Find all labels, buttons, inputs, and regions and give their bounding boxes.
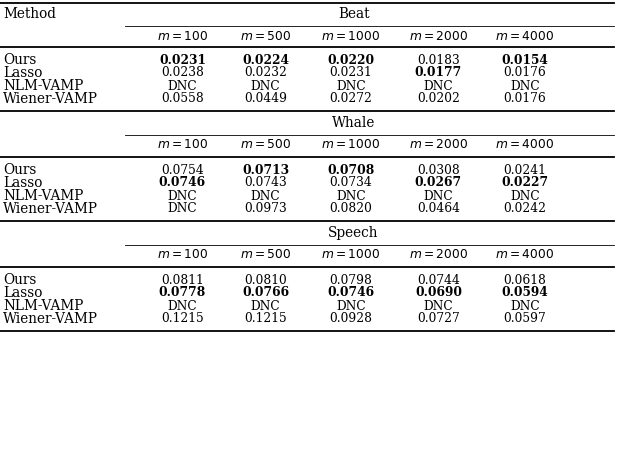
Text: 0.0928: 0.0928 xyxy=(329,313,372,325)
Text: DNC: DNC xyxy=(168,300,197,313)
Text: 0.0766: 0.0766 xyxy=(242,286,289,300)
Text: Wiener-VAMP: Wiener-VAMP xyxy=(3,202,98,216)
Text: 0.1215: 0.1215 xyxy=(244,313,287,325)
Text: 0.0597: 0.0597 xyxy=(504,313,546,325)
Text: 0.0241: 0.0241 xyxy=(504,163,546,177)
Text: 0.0798: 0.0798 xyxy=(330,274,372,286)
Text: 0.0176: 0.0176 xyxy=(504,93,546,106)
Text: 0.0238: 0.0238 xyxy=(161,67,204,79)
Text: 0.0177: 0.0177 xyxy=(415,67,462,79)
Text: DNC: DNC xyxy=(336,79,365,93)
Text: 0.0231: 0.0231 xyxy=(159,54,206,67)
Text: 0.0464: 0.0464 xyxy=(417,202,460,215)
Text: Ours: Ours xyxy=(3,163,36,177)
Text: 0.0810: 0.0810 xyxy=(244,274,287,286)
Text: DNC: DNC xyxy=(168,202,197,215)
Text: Wiener-VAMP: Wiener-VAMP xyxy=(3,92,98,106)
Text: 0.0176: 0.0176 xyxy=(504,67,546,79)
Text: NLM-VAMP: NLM-VAMP xyxy=(3,299,84,313)
Text: DNC: DNC xyxy=(251,79,280,93)
Text: $m = 2000$: $m = 2000$ xyxy=(409,139,468,151)
Text: 0.0272: 0.0272 xyxy=(330,93,372,106)
Text: DNC: DNC xyxy=(424,300,453,313)
Text: Method: Method xyxy=(3,7,56,21)
Text: $m = 100$: $m = 100$ xyxy=(157,248,208,262)
Text: 0.0727: 0.0727 xyxy=(417,313,460,325)
Text: 0.0746: 0.0746 xyxy=(327,286,374,300)
Text: 0.0713: 0.0713 xyxy=(242,163,289,177)
Text: 0.0744: 0.0744 xyxy=(417,274,460,286)
Text: 0.1215: 0.1215 xyxy=(161,313,204,325)
Text: 0.0618: 0.0618 xyxy=(504,274,546,286)
Text: 0.0690: 0.0690 xyxy=(415,286,462,300)
Text: $m = 500$: $m = 500$ xyxy=(240,139,291,151)
Text: DNC: DNC xyxy=(510,79,540,93)
Text: DNC: DNC xyxy=(424,190,453,202)
Text: 0.0267: 0.0267 xyxy=(415,177,462,190)
Text: DNC: DNC xyxy=(251,300,280,313)
Text: Beat: Beat xyxy=(338,7,369,21)
Text: 0.0232: 0.0232 xyxy=(244,67,287,79)
Text: Whale: Whale xyxy=(332,116,375,130)
Text: DNC: DNC xyxy=(424,79,453,93)
Text: $m = 4000$: $m = 4000$ xyxy=(495,29,554,43)
Text: $m = 1000$: $m = 1000$ xyxy=(321,29,380,43)
Text: $m = 1000$: $m = 1000$ xyxy=(321,139,380,151)
Text: Lasso: Lasso xyxy=(3,176,43,190)
Text: 0.0746: 0.0746 xyxy=(159,177,206,190)
Text: $m = 100$: $m = 100$ xyxy=(157,29,208,43)
Text: DNC: DNC xyxy=(510,190,540,202)
Text: Speech: Speech xyxy=(328,226,379,240)
Text: $m = 2000$: $m = 2000$ xyxy=(409,248,468,262)
Text: $m = 500$: $m = 500$ xyxy=(240,248,291,262)
Text: DNC: DNC xyxy=(168,190,197,202)
Text: 0.0227: 0.0227 xyxy=(501,177,548,190)
Text: DNC: DNC xyxy=(336,190,365,202)
Text: $m = 500$: $m = 500$ xyxy=(240,29,291,43)
Text: 0.0231: 0.0231 xyxy=(330,67,372,79)
Text: 0.0743: 0.0743 xyxy=(244,177,287,190)
Text: $m = 2000$: $m = 2000$ xyxy=(409,29,468,43)
Text: Ours: Ours xyxy=(3,273,36,287)
Text: DNC: DNC xyxy=(510,300,540,313)
Text: 0.0708: 0.0708 xyxy=(327,163,374,177)
Text: $m = 1000$: $m = 1000$ xyxy=(321,248,380,262)
Text: 0.0973: 0.0973 xyxy=(244,202,287,215)
Text: Ours: Ours xyxy=(3,53,36,67)
Text: $m = 4000$: $m = 4000$ xyxy=(495,139,554,151)
Text: DNC: DNC xyxy=(168,79,197,93)
Text: 0.0308: 0.0308 xyxy=(417,163,460,177)
Text: 0.0154: 0.0154 xyxy=(501,54,548,67)
Text: 0.0242: 0.0242 xyxy=(503,202,547,215)
Text: NLM-VAMP: NLM-VAMP xyxy=(3,79,84,93)
Text: NLM-VAMP: NLM-VAMP xyxy=(3,189,84,203)
Text: $m = 100$: $m = 100$ xyxy=(157,139,208,151)
Text: Lasso: Lasso xyxy=(3,286,43,300)
Text: 0.0754: 0.0754 xyxy=(161,163,204,177)
Text: Wiener-VAMP: Wiener-VAMP xyxy=(3,312,98,326)
Text: 0.0202: 0.0202 xyxy=(417,93,460,106)
Text: 0.0811: 0.0811 xyxy=(161,274,204,286)
Text: DNC: DNC xyxy=(336,300,365,313)
Text: 0.0220: 0.0220 xyxy=(327,54,374,67)
Text: 0.0734: 0.0734 xyxy=(330,177,372,190)
Text: 0.0820: 0.0820 xyxy=(330,202,372,215)
Text: Lasso: Lasso xyxy=(3,66,43,80)
Text: $m = 4000$: $m = 4000$ xyxy=(495,248,554,262)
Text: 0.0558: 0.0558 xyxy=(161,93,204,106)
Text: 0.0594: 0.0594 xyxy=(501,286,548,300)
Text: 0.0224: 0.0224 xyxy=(242,54,289,67)
Text: 0.0183: 0.0183 xyxy=(417,54,460,67)
Text: 0.0778: 0.0778 xyxy=(159,286,206,300)
Text: DNC: DNC xyxy=(251,190,280,202)
Text: 0.0449: 0.0449 xyxy=(244,93,287,106)
